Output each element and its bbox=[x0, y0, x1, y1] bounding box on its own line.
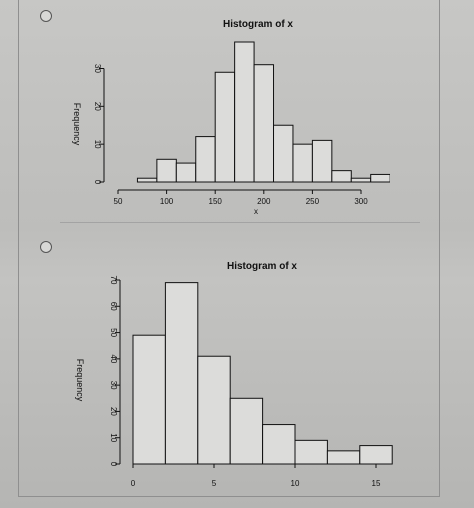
y-tick-label: 20 bbox=[109, 407, 118, 416]
y-tick-label: 30 bbox=[109, 381, 118, 390]
y-axis-label: Frequency bbox=[72, 103, 82, 146]
y-tick-label: 50 bbox=[109, 328, 118, 337]
x-tick-label: 5 bbox=[212, 479, 217, 488]
y-tick-label: 20 bbox=[93, 102, 102, 111]
histogram-chart-2: Histogram of x Frequency 010203040506070… bbox=[75, 261, 393, 488]
option-radio-1[interactable] bbox=[40, 10, 52, 22]
y-tick-label: 0 bbox=[109, 462, 118, 467]
y-tick-label: 30 bbox=[93, 64, 102, 73]
x-tick-label: 50 bbox=[114, 197, 123, 206]
histogram-bar bbox=[132, 334, 166, 465]
histogram-bar bbox=[350, 177, 372, 183]
histogram-bar bbox=[156, 158, 177, 183]
y-tick-label: 10 bbox=[109, 433, 118, 442]
histogram-bar bbox=[195, 136, 216, 183]
x-tick-label: 0 bbox=[131, 479, 136, 488]
histogram-bar bbox=[326, 450, 361, 465]
question-panel bbox=[18, 0, 440, 497]
histogram-bar bbox=[359, 445, 393, 465]
histogram-chart-1: Histogram of x Frequency x 0 10 20 30 50 100 1… bbox=[72, 19, 390, 216]
chart-title: Histogram of x bbox=[223, 19, 293, 30]
x-tick-label: 300 bbox=[354, 197, 368, 206]
histogram-bar bbox=[311, 139, 333, 183]
histogram-bar bbox=[294, 439, 328, 465]
histogram-bar bbox=[197, 355, 231, 465]
histogram-bar bbox=[164, 282, 199, 465]
chart-title: Histogram of x bbox=[227, 261, 297, 272]
histogram-bar bbox=[292, 143, 313, 183]
x-tick-label: 250 bbox=[306, 197, 320, 206]
histogram-bar bbox=[175, 162, 197, 183]
histogram-bar bbox=[262, 424, 296, 465]
y-tick-label: 70 bbox=[109, 276, 118, 285]
y-tick-label: 0 bbox=[93, 180, 102, 185]
histogram-bar bbox=[273, 124, 294, 183]
histogram-bar bbox=[136, 177, 158, 183]
histogram-bar bbox=[229, 397, 264, 465]
option-divider bbox=[60, 222, 420, 223]
histogram-bar bbox=[253, 64, 275, 183]
histogram-bar bbox=[331, 170, 352, 183]
y-tick-label: 10 bbox=[93, 140, 102, 149]
y-tick-label: 40 bbox=[109, 354, 118, 363]
x-tick-label: 10 bbox=[291, 479, 300, 488]
y-axis-label: Frequency bbox=[75, 359, 85, 402]
x-axis-label: x bbox=[254, 207, 258, 216]
option-radio-2[interactable] bbox=[40, 241, 52, 253]
y-tick-label: 60 bbox=[109, 302, 118, 311]
histogram-bar bbox=[234, 41, 255, 183]
histogram-bar bbox=[370, 173, 390, 183]
histogram-bar bbox=[214, 71, 236, 183]
x-tick-label: 15 bbox=[372, 479, 381, 488]
x-tick-label: 100 bbox=[160, 197, 174, 206]
x-tick-label: 150 bbox=[209, 197, 223, 206]
x-tick-label: 200 bbox=[257, 197, 271, 206]
